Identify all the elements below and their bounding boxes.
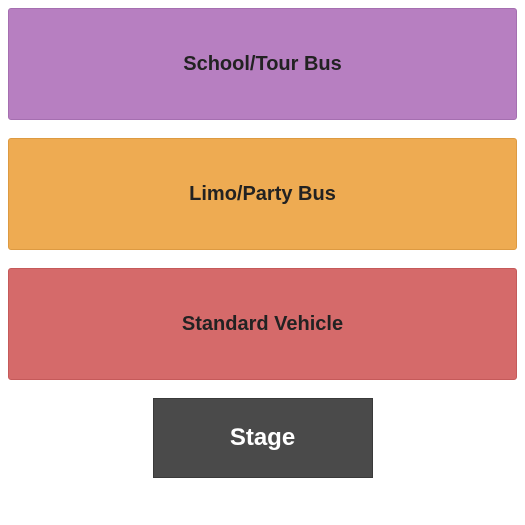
zone-stage[interactable]: Stage [153,398,373,478]
zone-label: Stage [230,424,295,452]
zone-limo-party-bus[interactable]: Limo/Party Bus [8,138,517,250]
zone-school-tour-bus[interactable]: School/Tour Bus [8,8,517,120]
zone-standard-vehicle[interactable]: Standard Vehicle [8,268,517,380]
zone-label: Standard Vehicle [182,313,343,336]
zone-label: School/Tour Bus [183,53,342,76]
zone-label: Limo/Party Bus [189,183,336,206]
